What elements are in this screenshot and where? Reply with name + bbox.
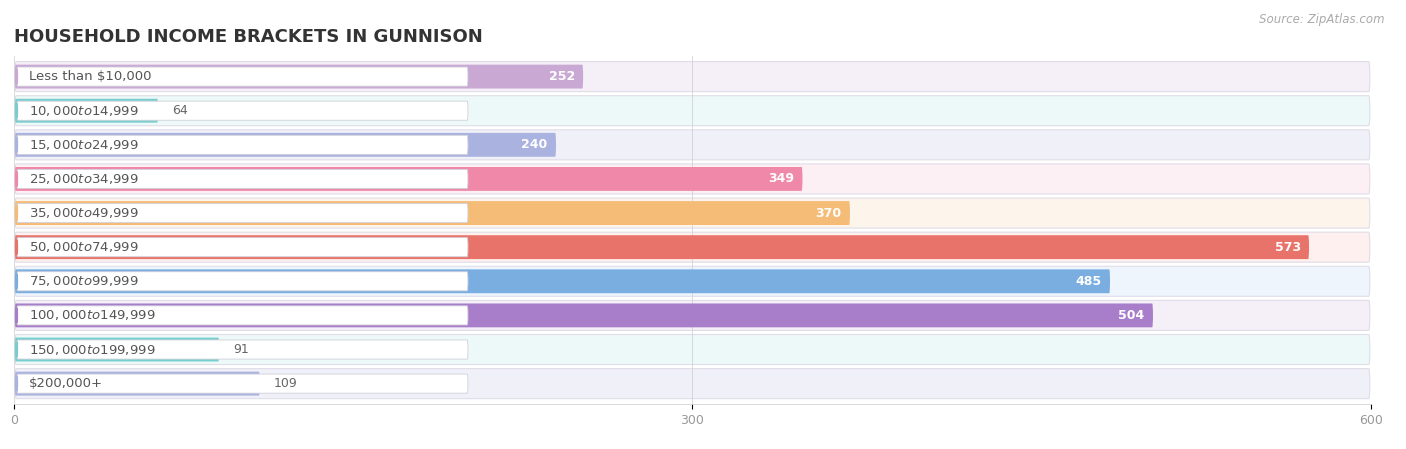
Text: 349: 349 <box>768 172 794 185</box>
FancyBboxPatch shape <box>17 101 468 120</box>
FancyBboxPatch shape <box>17 169 468 189</box>
Text: Source: ZipAtlas.com: Source: ZipAtlas.com <box>1260 13 1385 26</box>
FancyBboxPatch shape <box>15 235 1309 259</box>
FancyBboxPatch shape <box>17 238 468 257</box>
Text: 485: 485 <box>1076 275 1102 288</box>
FancyBboxPatch shape <box>15 198 1369 228</box>
Text: $200,000+: $200,000+ <box>28 377 103 390</box>
FancyBboxPatch shape <box>15 232 1369 262</box>
FancyBboxPatch shape <box>15 338 219 361</box>
FancyBboxPatch shape <box>15 130 1369 160</box>
FancyBboxPatch shape <box>15 133 555 157</box>
FancyBboxPatch shape <box>15 62 1369 92</box>
Text: HOUSEHOLD INCOME BRACKETS IN GUNNISON: HOUSEHOLD INCOME BRACKETS IN GUNNISON <box>14 28 482 46</box>
Text: 109: 109 <box>274 377 298 390</box>
Text: 240: 240 <box>522 138 548 151</box>
Text: $25,000 to $34,999: $25,000 to $34,999 <box>28 172 138 186</box>
FancyBboxPatch shape <box>17 306 468 325</box>
FancyBboxPatch shape <box>17 272 468 291</box>
Text: 91: 91 <box>233 343 249 356</box>
Text: $50,000 to $74,999: $50,000 to $74,999 <box>28 240 138 254</box>
Text: 573: 573 <box>1275 241 1301 254</box>
Text: $35,000 to $49,999: $35,000 to $49,999 <box>28 206 138 220</box>
Text: 252: 252 <box>548 70 575 83</box>
Text: $15,000 to $24,999: $15,000 to $24,999 <box>28 138 138 152</box>
Text: $100,000 to $149,999: $100,000 to $149,999 <box>28 308 155 322</box>
FancyBboxPatch shape <box>17 340 468 359</box>
FancyBboxPatch shape <box>15 96 1369 126</box>
FancyBboxPatch shape <box>17 67 468 86</box>
FancyBboxPatch shape <box>15 269 1109 293</box>
FancyBboxPatch shape <box>15 335 1369 365</box>
FancyBboxPatch shape <box>17 203 468 223</box>
FancyBboxPatch shape <box>15 372 260 396</box>
FancyBboxPatch shape <box>17 374 468 393</box>
FancyBboxPatch shape <box>15 369 1369 399</box>
FancyBboxPatch shape <box>15 201 851 225</box>
Text: 504: 504 <box>1118 309 1144 322</box>
FancyBboxPatch shape <box>17 135 468 154</box>
FancyBboxPatch shape <box>15 167 803 191</box>
FancyBboxPatch shape <box>15 304 1153 327</box>
FancyBboxPatch shape <box>15 266 1369 296</box>
Text: $150,000 to $199,999: $150,000 to $199,999 <box>28 343 155 357</box>
Text: Less than $10,000: Less than $10,000 <box>28 70 152 83</box>
FancyBboxPatch shape <box>15 65 583 88</box>
Text: 370: 370 <box>815 207 842 220</box>
Text: $10,000 to $14,999: $10,000 to $14,999 <box>28 104 138 118</box>
FancyBboxPatch shape <box>15 300 1369 330</box>
FancyBboxPatch shape <box>15 99 157 123</box>
FancyBboxPatch shape <box>15 164 1369 194</box>
Text: 64: 64 <box>173 104 188 117</box>
Text: $75,000 to $99,999: $75,000 to $99,999 <box>28 274 138 288</box>
